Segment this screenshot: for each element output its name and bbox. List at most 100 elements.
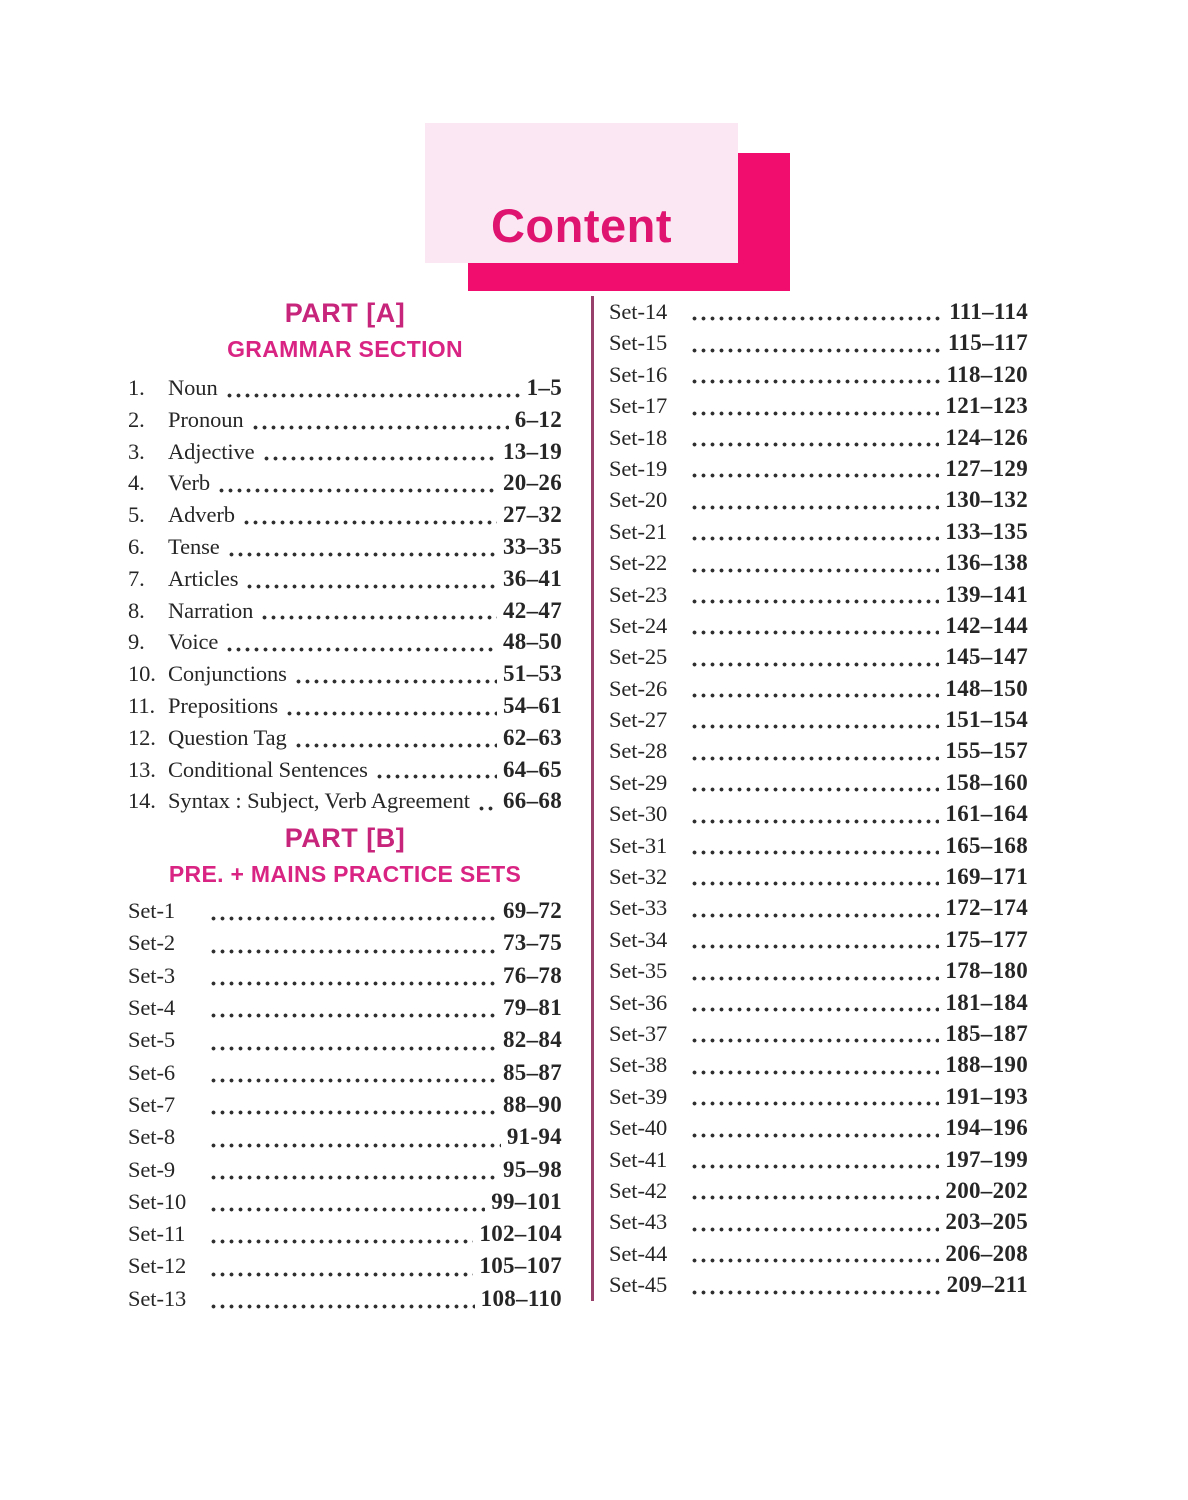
part-a-heading: PART [A] [284,298,406,328]
toc-item-pages: 127–129 [945,455,1028,481]
toc-item-label: Set-22 [609,550,668,576]
dot-leader [690,1206,940,1238]
dot-leader [690,1112,940,1144]
toc-item-label: Set-30 [609,801,668,827]
dot-leader [209,1218,474,1251]
toc-row: Set-15 115–117 [609,327,1028,359]
toc-item-label: Set-18 [609,424,668,450]
toc-item-pages: 102–104 [479,1221,562,1247]
toc-item-label: Conditional Sentences [168,756,368,782]
toc-row: Set-3 76–78 [128,959,562,993]
toc-item-label: Set-16 [609,361,668,387]
toc-item-label: Set-31 [609,832,668,858]
toc-item-label: Set-17 [609,393,668,419]
toc-row: 9. Voice 48–50 [128,626,562,659]
dot-leader [690,798,940,830]
dot-leader [690,892,940,924]
toc-item-label: Set-36 [609,989,668,1015]
dot-leader [690,641,940,673]
toc-item-pages: 203–205 [945,1209,1028,1235]
part-b-list: Set-1 69–72 Set-2 73–75 Set-3 76–78 Set-4 79–81… [128,895,562,1316]
toc-row: 8. Narration 42–47 [128,594,562,627]
toc-item-label: Set-21 [609,518,668,544]
toc-item-pages: 206–208 [945,1240,1028,1266]
toc-item-pages: 172–174 [945,895,1028,921]
toc-row: Set-11 102–104 [128,1218,562,1251]
dot-leader [690,296,944,328]
dot-leader [690,421,940,453]
toc-item-label: Set-32 [609,864,668,890]
toc-row: Set-33 172–174 [609,892,1028,924]
toc-item-number: 1. [128,375,145,400]
toc-item-label: Voice [168,629,219,655]
toc-item-pages: 118–120 [946,361,1028,387]
toc-item-label: Set-42 [609,1177,668,1203]
dot-leader [245,562,497,595]
toc-row: Set-43 203–205 [609,1206,1028,1238]
toc-item-pages: 99–101 [491,1188,562,1214]
toc-item-label: Set-43 [609,1209,668,1235]
toc-item-pages: 158–160 [945,769,1028,795]
dot-leader [690,704,940,736]
toc-row: Set-9 95–98 [128,1153,562,1186]
toc-item-label: Set-3 [128,962,175,988]
toc-item-number: 9. [128,629,145,655]
dot-leader [209,1024,497,1057]
toc-item-label: Set-20 [609,487,668,513]
dot-leader [241,499,497,531]
toc-row: Set-21 133–135 [609,515,1028,548]
toc-item-pages: 139–141 [945,581,1028,607]
toc-item-label: Tense [168,533,220,559]
toc-item-pages: 181–184 [945,989,1028,1015]
dot-leader [690,986,940,1018]
toc-item-pages: 121–123 [945,393,1028,419]
toc-item-number: 4. [128,470,145,496]
dot-leader [690,861,940,893]
dot-leader [690,358,941,391]
dot-leader [690,547,940,579]
dot-leader [374,753,497,786]
toc-row: Set-37 185–187 [609,1017,1028,1050]
toc-row: Set-38 188–190 [609,1049,1028,1081]
dot-leader [690,672,940,705]
toc-row: Set-4 79–81 [128,992,562,1025]
toc-item-label: Set-33 [609,895,668,921]
dot-leader [690,1080,940,1113]
dot-leader [209,959,497,993]
toc-item-label: Set-9 [128,1156,175,1182]
dot-leader [209,1250,474,1283]
toc-item-label: Set-45 [609,1272,668,1298]
toc-item-pages: 105–107 [479,1253,562,1279]
dot-leader [209,927,497,960]
dot-leader [225,626,497,659]
toc-item-pages: 197–199 [945,1146,1028,1172]
toc-item-pages: 33–35 [503,533,562,559]
toc-item-label: Set-6 [128,1059,175,1085]
toc-item-pages: 79–81 [503,995,562,1021]
toc-item-pages: 155–157 [945,738,1028,764]
toc-item-pages: 66–68 [503,788,562,814]
toc-row: Set-45 209–211 [609,1269,1028,1301]
toc-row: 7. Articles 36–41 [128,562,562,595]
toc-item-pages: 73–75 [503,930,562,956]
dot-leader [209,1121,501,1154]
toc-item-pages: 88–90 [503,1091,562,1117]
toc-item-pages: 124–126 [945,424,1028,450]
toc-item-label: Set-8 [128,1124,175,1150]
toc-row: Set-39 191–193 [609,1080,1028,1113]
toc-item-pages: 51–53 [503,661,562,687]
toc-row: 6. Tense 33–35 [128,530,562,563]
dot-leader [293,721,497,754]
toc-row: Set-27 151–154 [609,704,1028,736]
right-column: Set-14 111–114 Set-15 115–117 Set-16 118–120 S… [591,296,1028,1301]
toc-item-label: Set-35 [609,958,668,984]
toc-item-label: Set-26 [609,675,668,701]
toc-item-pages: 69–72 [503,898,562,924]
toc-item-number: 13. [128,756,156,782]
toc-item-pages: 169–171 [945,864,1028,890]
toc-item-pages: 111–114 [949,299,1028,324]
toc-item-label: Adjective [168,438,255,464]
toc-item-label: Set-40 [609,1115,668,1141]
toc-row: Set-25 145–147 [609,641,1028,673]
toc-item-label: Set-5 [128,1027,175,1053]
